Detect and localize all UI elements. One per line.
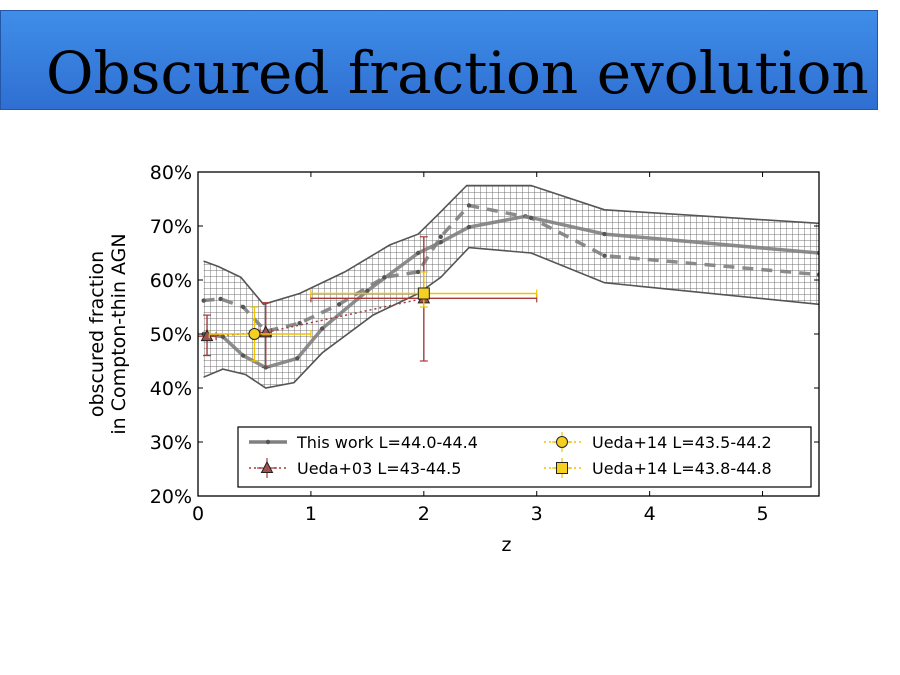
series-point-1-11 <box>602 253 607 258</box>
x-tick-label-1: 1 <box>305 503 317 525</box>
x-axis-label: z <box>502 534 512 556</box>
legend-swatch-dot-0 <box>265 439 271 445</box>
error-point-marker-3 <box>248 328 261 340</box>
series-point-1-0 <box>201 298 206 303</box>
series-point-1-7 <box>415 269 421 275</box>
series-point-1-10 <box>528 215 534 221</box>
plot-area <box>198 184 819 389</box>
legend-swatch-3 <box>556 462 568 474</box>
x-tick-label-0: 0 <box>192 503 204 525</box>
y-tick-label-1: 30% <box>150 432 192 454</box>
band-upper-edge <box>203 184 819 306</box>
y-tick-label-4: 60% <box>150 270 192 292</box>
legend-box <box>237 426 812 488</box>
legend-label-0: This work L=44.0-44.4 <box>296 433 478 452</box>
series-point-0-5 <box>320 326 325 331</box>
legend-entry-2: Ueda+14 L=43.5-44.2 <box>544 432 772 452</box>
legend-swatch-1 <box>260 460 274 473</box>
series-point-0-6 <box>365 288 370 293</box>
slide-title: Obscured fraction evolution <box>46 39 869 107</box>
x-tick-label-3: 3 <box>531 503 543 525</box>
y-axis-label-line-1: in Compton-thin AGN <box>108 233 130 434</box>
series-point-1-8 <box>438 234 443 239</box>
series-point-1-5 <box>336 302 342 307</box>
series-point-1-4 <box>297 321 302 326</box>
ueda03-dotted-line <box>206 297 424 337</box>
axes: 20% 30% 40% 50% 60% 70% 80% 0 1 2 3 4 5 z obscured fra… <box>86 162 820 556</box>
x-tick-label-5: 5 <box>756 503 768 525</box>
series-point-0-11 <box>602 231 607 237</box>
series-point-0-2 <box>240 353 246 358</box>
legend: This work L=44.0-44.4 Ueda+03 L=43-44.5 Ue… <box>237 426 812 488</box>
legend-label-3: Ueda+14 L=43.8-44.8 <box>592 459 772 478</box>
obscured-fraction-chart: 20% 30% 40% 50% 60% 70% 80% 0 1 2 3 4 5 z obscured fra… <box>86 162 820 556</box>
legend-entry-3: Ueda+14 L=43.8-44.8 <box>544 458 772 478</box>
y-tick-label-5: 70% <box>150 216 192 238</box>
error-point-3 <box>208 306 312 362</box>
series-point-1-6 <box>382 275 387 280</box>
y-axis-label-line-0: obscured fraction <box>86 251 108 417</box>
title-bar: Obscured fraction evolution <box>0 10 878 110</box>
x-tick-label-4: 4 <box>644 503 656 525</box>
series-point-0-4 <box>295 356 300 361</box>
series-point-1-1 <box>218 296 223 302</box>
error-point-marker-4 <box>417 287 430 300</box>
legend-swatch-2 <box>556 436 568 448</box>
legend-label-2: Ueda+14 L=43.5-44.2 <box>592 433 772 452</box>
band-lower-edge <box>203 246 819 389</box>
legend-entry-0: This work L=44.0-44.4 <box>249 433 478 452</box>
x-tick-label-2: 2 <box>418 503 430 525</box>
error-point-4 <box>310 271 538 308</box>
series-point-0-9 <box>466 224 472 230</box>
uncertainty-band <box>203 185 819 388</box>
y-tick-label-3: 50% <box>150 324 192 346</box>
y-tick-label-0: 20% <box>150 486 192 508</box>
legend-entry-1: Ueda+03 L=43-44.5 <box>249 458 461 478</box>
series-point-0-7 <box>415 250 421 256</box>
series-point-1-9 <box>466 203 472 208</box>
legend-label-1: Ueda+03 L=43-44.5 <box>297 459 461 478</box>
series-point-1-2 <box>240 304 246 310</box>
series-point-0-8 <box>438 240 443 245</box>
y-tick-label-6: 80% <box>150 162 192 184</box>
y-tick-label-2: 40% <box>150 378 192 400</box>
